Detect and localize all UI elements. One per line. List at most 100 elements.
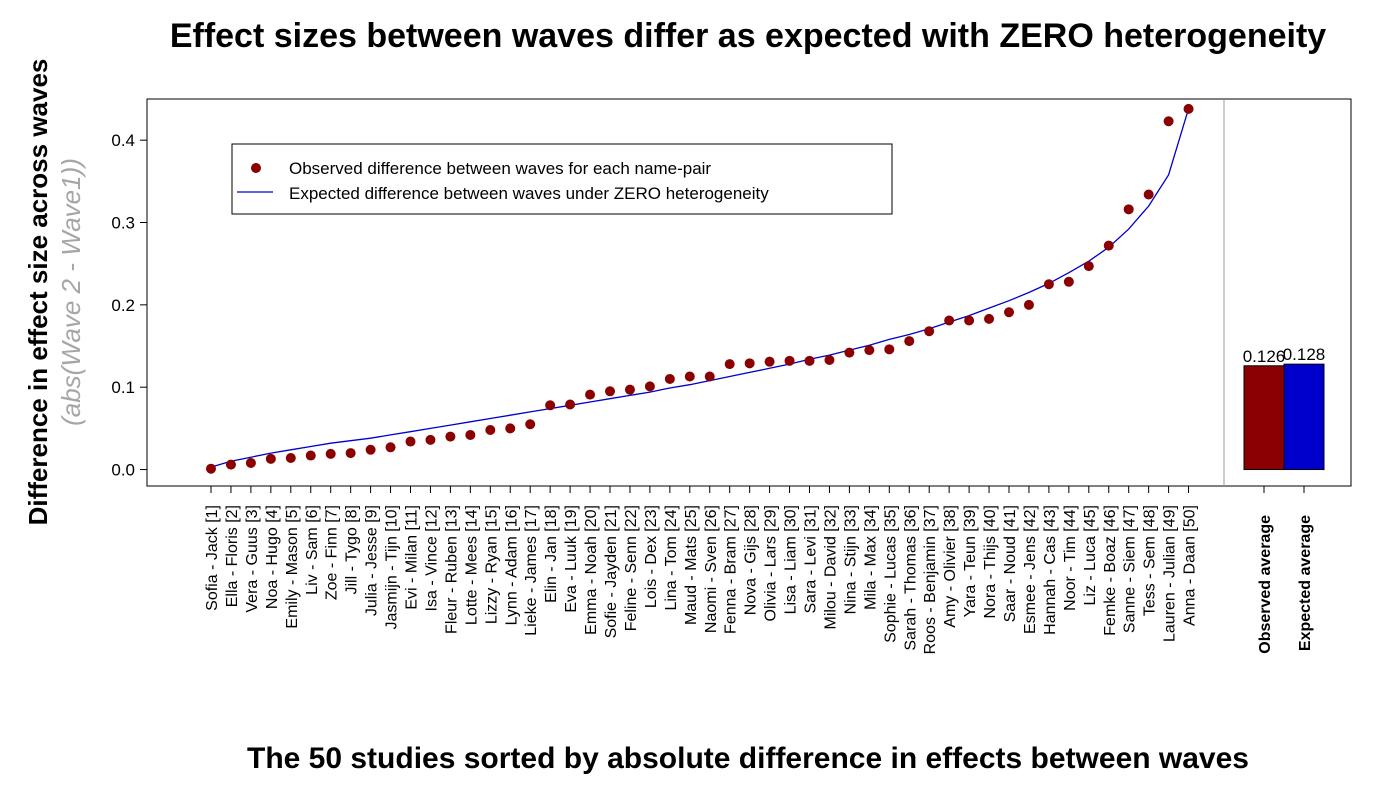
x-tick-label: Eva - Luuk [19] xyxy=(563,505,580,613)
observed-point xyxy=(904,336,915,347)
x-tick-label: Sofie - Jayden [21] xyxy=(603,505,620,638)
summary-bars: 0.126 Observed average 0.128 Expected avera… xyxy=(1243,345,1326,654)
observed-point xyxy=(784,355,795,366)
x-tick-label: Sanne - Siem [47] xyxy=(1122,505,1139,633)
observed-point xyxy=(585,389,596,400)
x-tick-label: Feline - Senn [22] xyxy=(623,505,640,631)
observed-point xyxy=(206,463,216,474)
y-axis-label: Difference in effect size across waves xyxy=(23,59,53,526)
x-tick-label: Amy - Olivier [38] xyxy=(942,505,959,628)
observed-point xyxy=(644,381,655,392)
x-tick-label: Femke - Boaz [46] xyxy=(1102,505,1119,636)
observed-point xyxy=(704,371,715,382)
observed-point xyxy=(285,453,296,464)
legend-box xyxy=(231,143,893,215)
x-tick-label: Liz - Luca [45] xyxy=(1082,505,1099,606)
observed-point xyxy=(664,373,675,384)
summary-category-label: Observed average xyxy=(1257,515,1274,654)
observed-point xyxy=(365,444,376,455)
summary-category-label: Expected average xyxy=(1297,515,1314,651)
observed-point xyxy=(485,425,496,436)
observed-point xyxy=(944,315,955,326)
observed-point xyxy=(545,400,556,411)
x-tick-label: Yara - Teun [39] xyxy=(962,505,979,617)
observed-point xyxy=(1004,307,1014,318)
x-tick-label: Jasmijn - Tijn [10] xyxy=(384,505,401,629)
summary-bar xyxy=(1283,363,1325,471)
observed-point xyxy=(505,423,516,434)
observed-point xyxy=(1083,261,1094,272)
x-tick-label: Naomi - Sven [26] xyxy=(703,505,720,633)
observed-point xyxy=(864,345,875,356)
observed-point xyxy=(1063,276,1074,287)
x-tick-label: Esmee - Jens [42] xyxy=(1022,505,1039,634)
observed-point xyxy=(225,459,236,470)
observed-point xyxy=(245,457,256,468)
y-tick-label: 0.0 xyxy=(111,461,135,480)
x-tick-label: Nova - Gijs [28] xyxy=(743,505,760,615)
observed-point xyxy=(884,344,895,355)
x-tick-label: Anna - Daan [50] xyxy=(1182,505,1199,626)
x-tick-label: Julia - Jesse [9] xyxy=(364,505,381,616)
x-tick-label: Emma - Noah [20] xyxy=(583,505,600,635)
summary-bar xyxy=(1243,365,1285,471)
x-tick-label: Elin - Jan [18] xyxy=(543,505,560,603)
expected-line xyxy=(210,108,1190,468)
observed-point xyxy=(984,313,995,324)
y-tick-label: 0.3 xyxy=(111,214,135,233)
observed-point xyxy=(1103,240,1114,251)
x-axis-title: The 50 studies sorted by absolute differ… xyxy=(247,742,1249,775)
observed-point xyxy=(1163,116,1174,127)
x-tick-label: Emily - Mason [5] xyxy=(284,505,301,629)
legend: Observed difference between waves for ea… xyxy=(231,143,893,215)
observed-point xyxy=(345,448,356,459)
x-tick-label: Lieke - James [17] xyxy=(523,505,540,636)
x-tick-label: Sara - Levi [31] xyxy=(803,505,820,614)
x-tick-label: Nora - Thijs [40] xyxy=(982,505,999,619)
observed-point xyxy=(924,326,935,337)
y-axis-sublabel: (abs(Wave 2 - Wave1)) xyxy=(56,158,86,426)
x-tick-label: Isa - Vince [12] xyxy=(423,505,440,611)
y-axis-title: Difference in effect size across waves (… xyxy=(23,59,86,526)
x-tick-label: Sofia - Jack [1] xyxy=(204,505,221,611)
x-tick-label: Lotte - Mees [14] xyxy=(463,505,480,625)
legend-point-marker xyxy=(251,163,261,173)
observed-point xyxy=(1023,299,1034,310)
y-tick-label: 0.4 xyxy=(111,131,135,150)
observed-points xyxy=(206,103,1194,474)
observed-point xyxy=(804,355,815,366)
observed-point xyxy=(824,355,835,366)
x-tick-label: Lauren - Julian [49] xyxy=(1162,505,1179,642)
x-tick-label: Lynn - Adam [16] xyxy=(503,505,520,625)
observed-point xyxy=(1043,279,1054,290)
observed-point xyxy=(744,358,755,369)
summary-value-label: 0.126 xyxy=(1243,347,1286,366)
y-tick-label: 0.2 xyxy=(111,296,135,315)
x-tick-label: Maud - Mats [25] xyxy=(683,505,700,625)
x-tick-label: Milou - David [32] xyxy=(822,505,839,630)
legend-label-observed: Observed difference between waves for ea… xyxy=(289,159,711,178)
x-axis: Sofia - Jack [1] Ella - Floris [2] Vera - … xyxy=(204,485,1199,654)
observed-point xyxy=(964,315,975,326)
observed-point xyxy=(844,347,855,358)
observed-point xyxy=(305,450,316,461)
x-tick-label: Hannah - Cas [43] xyxy=(1042,505,1059,635)
observed-point xyxy=(525,419,536,430)
x-tick-label: Roos - Benjamin [37] xyxy=(922,505,939,654)
x-tick-label: Vera - Guus [3] xyxy=(244,505,261,613)
x-tick-label: Sarah - Thomas [36] xyxy=(902,505,919,651)
observed-point xyxy=(385,442,396,453)
observed-point xyxy=(1123,204,1134,215)
x-tick-label: Nina - Stijn [33] xyxy=(842,505,859,614)
x-tick-label: Lisa - Liam [30] xyxy=(783,505,800,614)
x-tick-label: Saar - Noud [41] xyxy=(1002,505,1019,622)
observed-point xyxy=(1183,103,1194,114)
y-axis: 0.0 0.1 0.2 0.3 0.4 xyxy=(111,131,148,480)
chart-title: Effect sizes between waves differ as exp… xyxy=(170,17,1326,55)
observed-point xyxy=(425,434,436,445)
x-tick-label: Tess - Sem [48] xyxy=(1142,505,1159,616)
x-tick-label: Lina - Tom [24] xyxy=(663,505,680,611)
x-tick-label: Jill - Tygo [8] xyxy=(344,505,361,595)
observed-point xyxy=(265,453,276,464)
